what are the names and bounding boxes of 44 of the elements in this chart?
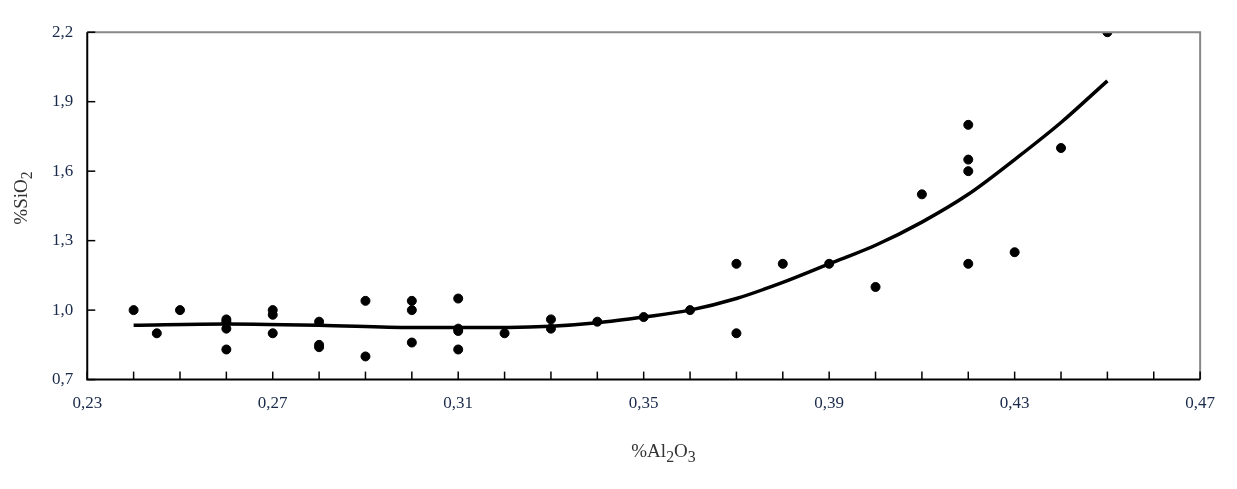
point xyxy=(731,258,742,269)
point xyxy=(174,305,185,316)
y-tick-label: 2,2 xyxy=(52,21,74,41)
point xyxy=(870,281,881,292)
point xyxy=(963,258,974,269)
point xyxy=(1056,143,1067,153)
point xyxy=(963,154,974,165)
point xyxy=(221,344,232,355)
y-tick-label: 1,0 xyxy=(52,299,74,319)
x-axis-title: %Al$_{2}$O$_{3}$ xyxy=(630,440,697,466)
point xyxy=(453,344,464,355)
y-tick-label: 1,3 xyxy=(52,230,74,250)
x-tick-label: 0,39 xyxy=(814,393,845,413)
x-tick-label: 0,47 xyxy=(1185,393,1216,413)
x-tick-label: 0,23 xyxy=(72,393,103,413)
point xyxy=(151,328,162,339)
x-tick-label: 0,43 xyxy=(999,393,1030,413)
point xyxy=(1009,247,1020,258)
x-tick-label: 0,31 xyxy=(443,393,474,413)
point xyxy=(406,295,417,306)
point xyxy=(824,258,835,269)
y-tick-label: 0,7 xyxy=(52,369,74,389)
point xyxy=(360,295,371,306)
point xyxy=(267,328,278,339)
point xyxy=(777,258,788,269)
point xyxy=(545,314,556,325)
point xyxy=(731,328,742,339)
point xyxy=(685,305,696,316)
point xyxy=(545,323,556,334)
x-tick-label: 0,27 xyxy=(257,393,289,413)
point xyxy=(406,337,417,348)
x-tick-label: 0,35 xyxy=(628,393,659,413)
point xyxy=(499,328,510,339)
point xyxy=(128,305,139,316)
point xyxy=(916,189,927,200)
point xyxy=(638,312,649,323)
point xyxy=(360,351,371,362)
point xyxy=(453,293,464,304)
y-tick-label: 1,6 xyxy=(52,160,74,180)
point xyxy=(592,316,603,327)
point xyxy=(406,305,417,316)
point xyxy=(963,166,974,177)
y-tick-label: 1,9 xyxy=(52,91,74,111)
point xyxy=(963,119,974,130)
